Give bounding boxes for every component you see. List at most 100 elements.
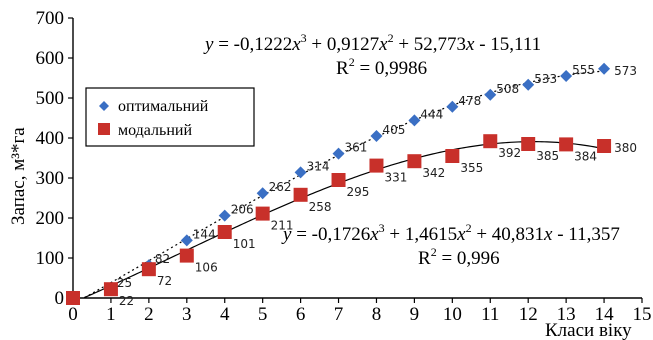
eq1-c2: + 0,9127 [311,34,379,55]
data-labels: 25 82 144 206 262 314 361 405 444 478 508 533 555 573… [117,63,637,308]
point-modal [483,134,498,149]
data-label-optimal: 444 [420,107,443,121]
x-tick-label: 0 [68,304,78,325]
data-label-optimal: 262 [269,180,292,194]
data-label-modal: 22 [119,294,134,308]
y-axis-title: Запас, м³*га [8,127,29,225]
data-label-optimal: 508 [496,82,519,96]
data-label-modal: 342 [422,166,445,180]
point-modal [521,137,536,151]
point-modal [179,248,194,263]
data-label-optimal: 82 [155,252,170,266]
data-label-modal: 331 [384,171,407,185]
data-label-optimal: 555 [572,63,595,77]
point-modal [66,291,80,305]
data-label-modal: 384 [574,149,597,163]
data-label-optimal: 478 [458,94,481,108]
x-axis-title: Класи віку [545,320,632,340]
data-label-modal: 72 [157,274,172,288]
eq2-c0: - 11,357 [557,224,620,245]
eq2-lhs: y [281,224,292,245]
point-modal [407,154,422,169]
eq2-c2: + 1,4615 [389,224,457,245]
x-tick-label: 10 [443,304,462,325]
legend-box [85,87,255,147]
y-tick-label: 700 [36,8,65,29]
x-tick-label: 3 [182,304,192,325]
data-label-optimal: 573 [614,64,637,78]
y-tick-label: 300 [36,168,65,189]
data-label-optimal: 361 [345,141,368,155]
point-modal [141,262,156,277]
point-optimal [522,78,535,91]
point-optimal [446,100,459,113]
legend-label-optimal: оптимальний [118,98,209,115]
point-optimal [218,209,231,222]
data-label-optimal: 405 [382,123,405,137]
x-tick-label: 13 [557,304,576,325]
data-label-optimal: 144 [193,227,216,241]
legend: оптимальний модальний [85,87,255,147]
point-modal [597,139,612,153]
x-tick-label: 5 [258,304,268,325]
x-tick-label: 12 [519,304,538,325]
x-tick-label: 15 [633,304,652,325]
x-tick-label: 8 [372,304,382,325]
eq2-c3: -0,1726 [312,224,371,245]
x-tick-label: 11 [481,304,499,325]
point-modal [255,206,270,221]
tick-labels: 0 1 2 3 4 5 6 7 8 9 10 11 12 13 14 15010020030040050060… [36,8,652,325]
x-tick-label: 6 [296,304,306,325]
svg-text:R2 = 0,9986: R2 = 0,9986 [336,55,427,79]
x-tick-label: 4 [220,304,230,325]
point-modal [559,137,574,152]
data-label-optimal: 314 [307,159,330,173]
point-optimal [180,234,193,247]
y-tick-label: 400 [36,128,65,149]
data-label-optimal: 206 [231,203,254,217]
x-tick-label: 1 [106,304,116,325]
data-label-modal: 258 [309,200,332,214]
x-tick-label: 9 [410,304,420,325]
point-optimal [560,70,573,82]
equation-optimal: y = -0,1222x3 + 0,9127x2 + 52,773x - 15,… [203,31,541,79]
equation-modal: y = -0,1726x3 + 1,4615x2 + 40,831x - 11,… [281,221,620,269]
data-label-optimal: 25 [117,276,132,290]
eq1-c3: -0,1222 [234,34,293,55]
point-modal [217,225,232,239]
eq1-c0: - 15,111 [479,34,541,55]
point-optimal [408,114,421,127]
point-modal [331,173,346,187]
eq1-c1: + 52,773 [398,34,466,55]
data-label-modal: 392 [498,146,521,160]
y-tick-label: 100 [36,248,65,269]
data-label-modal: 101 [233,237,256,251]
eq1-lhs: y [203,34,214,55]
y-tick-label: 0 [55,288,65,309]
point-optimal [484,88,497,101]
data-label-modal: 295 [347,185,370,199]
point-optimal [370,130,383,142]
data-label-modal: 106 [195,261,218,275]
point-modal [293,187,308,202]
point-optimal [294,166,307,179]
data-label-modal: 385 [536,149,559,163]
svg-text:y = -0,1222x3 + 0,9127x2 + 52,: y = -0,1222x3 + 0,9127x2 + 52,773x - 15,… [203,31,541,55]
data-label-modal: 211 [271,219,294,233]
axes [72,18,642,299]
x-tick-label: 2 [144,304,154,325]
svg-text:R2 = 0,996: R2 = 0,996 [418,245,500,269]
point-modal [103,282,118,297]
legend-label-modal: модальний [118,122,192,139]
y-tick-label: 600 [36,48,65,69]
point-optimal [256,187,269,200]
eq2-c1: + 40,831 [476,224,544,245]
eq2-r2: 0,996 [457,248,500,269]
data-label-optimal: 533 [534,72,557,86]
legend-square-icon [98,123,110,135]
data-label-modal: 355 [460,161,483,175]
y-tick-label: 500 [36,88,65,109]
data-label-modal: 380 [614,141,637,155]
eq1-r2: 0,9986 [375,58,427,79]
